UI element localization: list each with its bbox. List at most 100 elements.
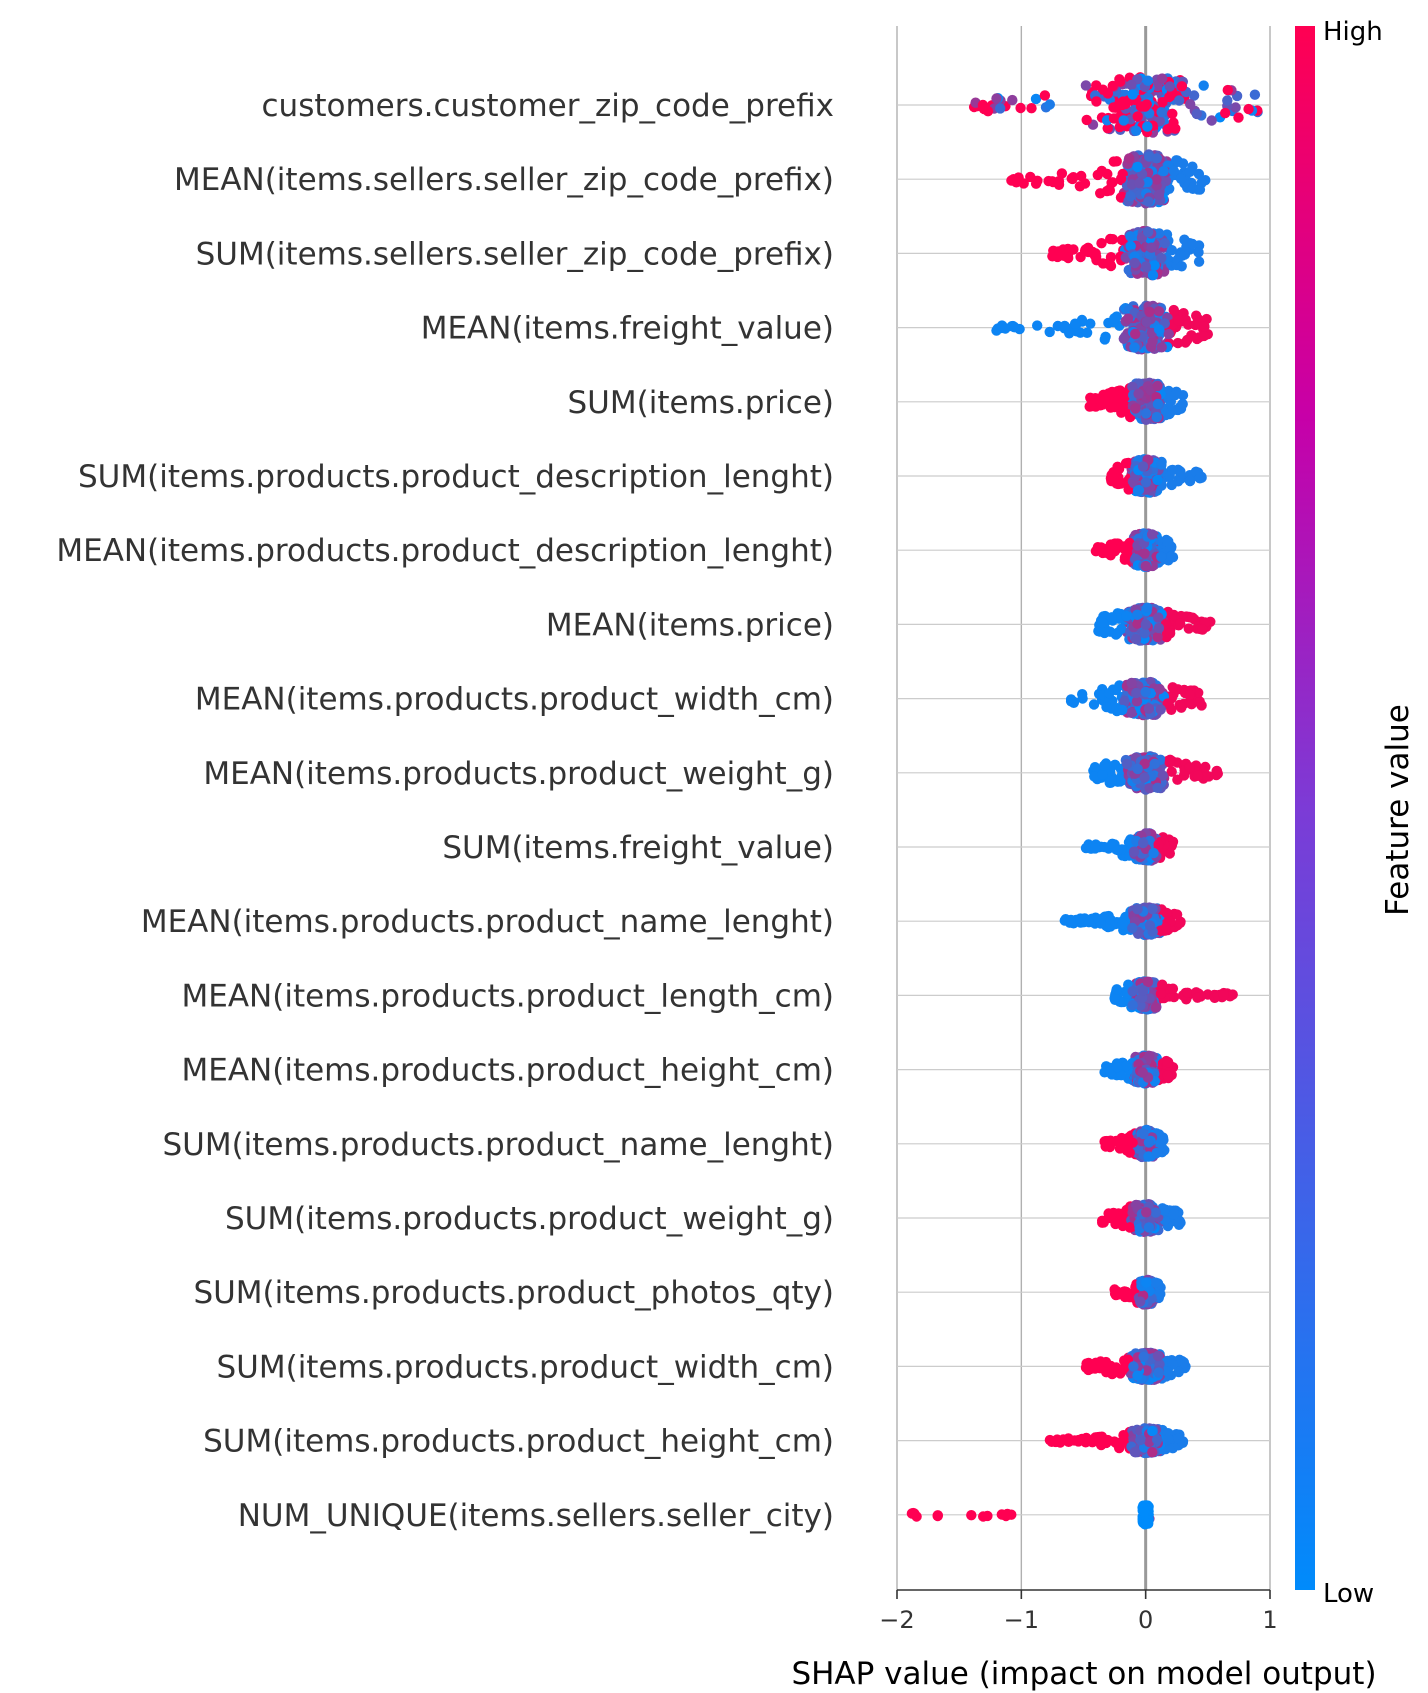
- shap-point: [1130, 403, 1141, 414]
- shap-point: [1164, 757, 1176, 768]
- shap-point: [1192, 992, 1203, 1003]
- shap-point: [1068, 696, 1080, 708]
- shap-point: [1089, 843, 1101, 854]
- shap-point: [1151, 153, 1163, 164]
- shap-point: [1156, 342, 1167, 353]
- shap-point: [1194, 473, 1206, 484]
- shap-point: [1142, 176, 1153, 188]
- shap-point: [1166, 245, 1178, 256]
- shap-point: [1187, 612, 1198, 623]
- shap-point: [1108, 156, 1120, 167]
- shap-point: [1161, 907, 1172, 919]
- shap-point: [1106, 612, 1118, 623]
- shap-point: [1198, 330, 1210, 342]
- feature-label: SUM(items.freight_value): [442, 830, 834, 866]
- shap-point: [1026, 103, 1037, 114]
- shap-point: [1128, 1361, 1139, 1372]
- shap-point: [1126, 707, 1137, 718]
- shap-point: [1120, 1060, 1132, 1072]
- shap-point: [1143, 196, 1154, 207]
- shap-point: [1168, 165, 1180, 177]
- shap-point: [1109, 1288, 1121, 1299]
- shap-point: [1173, 315, 1184, 326]
- shap-point: [1233, 112, 1244, 123]
- shap-point: [1046, 1436, 1058, 1448]
- shap-point: [1091, 96, 1102, 107]
- shap-point: [1177, 1437, 1189, 1449]
- feature-label: SUM(items.products.product_name_lenght): [162, 1127, 834, 1163]
- shap-point: [1149, 758, 1161, 769]
- shap-point: [1164, 81, 1176, 92]
- shap-point: [1176, 261, 1187, 272]
- shap-point: [1125, 241, 1136, 252]
- shap-point: [1193, 256, 1205, 267]
- shap-point: [1129, 257, 1140, 269]
- shap-point: [1184, 762, 1196, 773]
- shap-point: [1184, 166, 1196, 177]
- shap-point: [1144, 920, 1156, 931]
- shap-point: [1182, 334, 1193, 346]
- shap-point: [1158, 166, 1169, 177]
- shap-point: [1142, 602, 1153, 613]
- shap-point: [1127, 1000, 1138, 1011]
- shap-point: [1142, 121, 1153, 132]
- shap-point: [1133, 484, 1145, 496]
- shap-point: [1047, 176, 1059, 188]
- shap-point: [1064, 328, 1075, 339]
- shap-point: [1147, 270, 1159, 281]
- shap-point: [1139, 628, 1150, 639]
- shap-point: [1152, 380, 1163, 392]
- shap-point: [1185, 99, 1196, 110]
- shap-point: [1116, 393, 1127, 405]
- shap-point: [1166, 479, 1177, 491]
- feature-label: SUM(items.sellers.seller_zip_code_prefix…: [196, 236, 834, 272]
- shap-point: [1101, 701, 1112, 713]
- shap-point: [1143, 1222, 1155, 1233]
- shap-point: [1097, 258, 1109, 269]
- shap-point: [1192, 770, 1204, 781]
- shap-point: [1126, 677, 1137, 689]
- shap-point: [1144, 306, 1155, 317]
- shap-point: [1113, 478, 1124, 490]
- shap-point: [1220, 107, 1231, 119]
- shap-point: [1120, 458, 1132, 469]
- shap-point: [1138, 1351, 1149, 1363]
- shap-point: [1106, 177, 1117, 188]
- shap-point: [1152, 1350, 1164, 1362]
- shap-point: [1164, 91, 1175, 103]
- shap-point: [1167, 682, 1178, 693]
- shap-point: [932, 1510, 943, 1522]
- shap-point: [1132, 904, 1143, 915]
- shap-point: [908, 1507, 919, 1519]
- shap-point: [1058, 250, 1070, 261]
- shap-point: [1105, 387, 1117, 398]
- shap-point: [1151, 411, 1163, 423]
- shap-point: [1129, 1446, 1141, 1458]
- shap-point: [1198, 80, 1209, 91]
- shap-point: [1151, 1147, 1162, 1159]
- feature-label: SUM(items.products.product_width_cm): [216, 1349, 834, 1385]
- shap-point: [1172, 156, 1184, 167]
- shap-point: [1110, 1218, 1121, 1230]
- shap-point: [1118, 1430, 1129, 1441]
- feature-label: SUM(items.price): [568, 385, 835, 421]
- shap-point: [1168, 1209, 1180, 1220]
- shap-point: [1132, 609, 1143, 620]
- shap-point: [1139, 772, 1150, 783]
- shap-point: [1088, 699, 1100, 710]
- shap-point: [1222, 84, 1234, 96]
- shap-point: [1126, 79, 1137, 91]
- shap-point: [1162, 1057, 1173, 1068]
- shap-point: [1184, 689, 1196, 700]
- shap-point: [1156, 551, 1167, 562]
- shap-point: [1153, 306, 1165, 317]
- shap-point: [991, 93, 1002, 104]
- shap-point: [1121, 610, 1132, 622]
- shap-point: [1152, 474, 1163, 486]
- shap-point: [1135, 1434, 1146, 1446]
- shap-point: [1098, 1216, 1110, 1227]
- shap-point: [1175, 618, 1186, 629]
- shap-point: [1249, 89, 1261, 100]
- shap-point: [1142, 75, 1154, 86]
